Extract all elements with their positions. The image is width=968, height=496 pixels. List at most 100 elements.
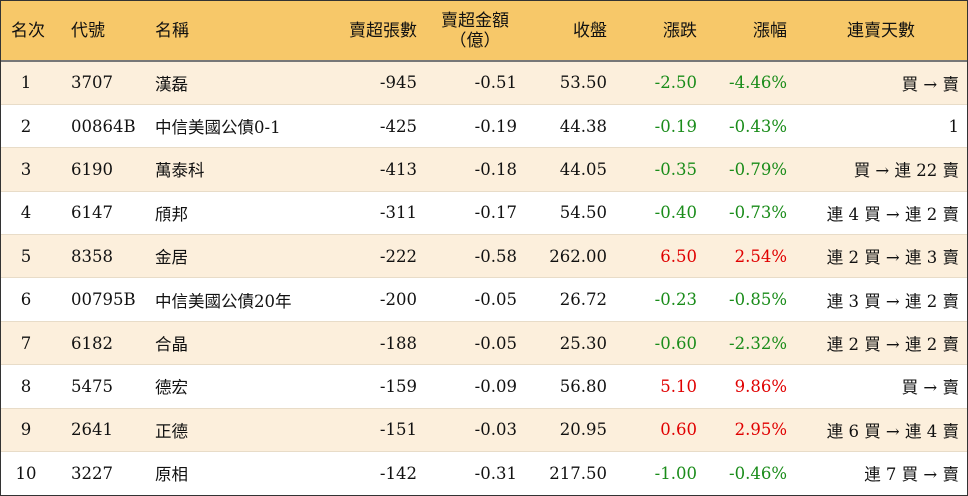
cell-streak: 連 2 買 → 連 2 賣: [795, 320, 967, 365]
cell-change: 0.60: [615, 407, 705, 452]
table-row-1: 1 3707 漢磊 -945 -0.51 53.50 -2.50 -4.46% …: [1, 60, 967, 105]
cell-pct: -2.32%: [705, 320, 795, 365]
cell-sell-amount: -0.17: [425, 190, 525, 235]
cell-sell-lots: -945: [325, 60, 425, 105]
cell-pct: -0.73%: [705, 190, 795, 235]
cell-streak: 連 2 買 → 連 3 賣: [795, 234, 967, 278]
table-header: 名次 代號 名稱 賣超張數 賣超金額 （億） 收盤 漲跌 漲幅 連賣天數: [1, 1, 967, 62]
table-row-3: 3 6190 萬泰科 -413 -0.18 44.05 -0.35 -0.79%…: [1, 147, 967, 192]
cell-rank: 9: [1, 407, 63, 452]
header-name: 名稱: [147, 1, 325, 62]
header-sell-amount-line1: 賣超金額: [441, 10, 509, 31]
cell-close: 25.30: [525, 320, 615, 365]
cell-rank: 5: [1, 234, 63, 278]
cell-sell-lots: -200: [325, 277, 425, 322]
header-streak: 連賣天數: [795, 1, 967, 62]
cell-streak: 連 7 買 → 賣: [795, 451, 967, 495]
header-change: 漲跌: [615, 1, 705, 62]
cell-sell-lots: -188: [325, 320, 425, 365]
cell-rank: 1: [1, 60, 63, 105]
cell-change: -0.23: [615, 277, 705, 322]
cell-code: 00795B: [63, 277, 147, 322]
cell-pct: 2.95%: [705, 407, 795, 452]
cell-name: 漢磊: [147, 60, 325, 105]
cell-pct: -0.85%: [705, 277, 795, 322]
cell-streak: 買 → 連 22 賣: [795, 147, 967, 192]
cell-code: 00864B: [63, 103, 147, 148]
cell-code: 8358: [63, 234, 147, 278]
cell-sell-amount: -0.05: [425, 277, 525, 322]
cell-sell-lots: -413: [325, 147, 425, 192]
cell-name: 原相: [147, 451, 325, 495]
cell-change: 6.50: [615, 234, 705, 278]
cell-rank: 4: [1, 190, 63, 235]
cell-pct: 2.54%: [705, 234, 795, 278]
cell-pct: -0.79%: [705, 147, 795, 192]
cell-pct: 9.86%: [705, 364, 795, 409]
header-close: 收盤: [525, 1, 615, 62]
cell-sell-lots: -159: [325, 364, 425, 409]
cell-sell-amount: -0.03: [425, 407, 525, 452]
cell-code: 6182: [63, 320, 147, 365]
cell-name: 中信美國公債0-1: [147, 103, 325, 148]
cell-name: 萬泰科: [147, 147, 325, 192]
cell-streak: 1: [795, 103, 967, 148]
table-row-9: 9 2641 正德 -151 -0.03 20.95 0.60 2.95% 連 …: [1, 407, 967, 452]
cell-streak: 連 3 買 → 連 2 賣: [795, 277, 967, 322]
cell-sell-amount: -0.19: [425, 103, 525, 148]
cell-rank: 3: [1, 147, 63, 192]
cell-close: 44.38: [525, 103, 615, 148]
cell-code: 6190: [63, 147, 147, 192]
cell-sell-lots: -142: [325, 451, 425, 495]
cell-close: 56.80: [525, 364, 615, 409]
cell-name: 合晶: [147, 320, 325, 365]
cell-close: 20.95: [525, 407, 615, 452]
header-rank: 名次: [1, 1, 63, 62]
cell-code: 2641: [63, 407, 147, 452]
cell-name: 金居: [147, 234, 325, 278]
cell-code: 3707: [63, 60, 147, 105]
cell-change: -0.19: [615, 103, 705, 148]
header-row: 名次 代號 名稱 賣超張數 賣超金額 （億） 收盤 漲跌 漲幅 連賣天數: [1, 1, 967, 62]
cell-change: -0.40: [615, 190, 705, 235]
cell-change: -2.50: [615, 60, 705, 105]
cell-pct: -0.46%: [705, 451, 795, 495]
table-body: 1 3707 漢磊 -945 -0.51 53.50 -2.50 -4.46% …: [1, 60, 967, 495]
table-row-10: 10 3227 原相 -142 -0.31 217.50 -1.00 -0.46…: [1, 451, 967, 495]
cell-streak: 買 → 賣: [795, 364, 967, 409]
cell-sell-lots: -151: [325, 407, 425, 452]
header-sell-lots: 賣超張數: [325, 1, 425, 62]
header-pct: 漲幅: [705, 1, 795, 62]
cell-sell-lots: -222: [325, 234, 425, 278]
cell-name: 中信美國公債20年: [147, 277, 325, 322]
cell-name: 正德: [147, 407, 325, 452]
cell-close: 26.72: [525, 277, 615, 322]
cell-sell-amount: -0.09: [425, 364, 525, 409]
cell-streak: 連 4 買 → 連 2 賣: [795, 190, 967, 235]
cell-change: -1.00: [615, 451, 705, 495]
cell-close: 44.05: [525, 147, 615, 192]
cell-pct: -0.43%: [705, 103, 795, 148]
table-row-4: 4 6147 頎邦 -311 -0.17 54.50 -0.40 -0.73% …: [1, 190, 967, 235]
cell-sell-amount: -0.51: [425, 60, 525, 105]
cell-close: 262.00: [525, 234, 615, 278]
table-row-5: 5 8358 金居 -222 -0.58 262.00 6.50 2.54% 連…: [1, 234, 967, 278]
cell-streak: 連 6 買 → 連 4 賣: [795, 407, 967, 452]
cell-code: 3227: [63, 451, 147, 495]
header-sell-amount-line2: （億）: [449, 30, 501, 51]
cell-change: 5.10: [615, 364, 705, 409]
cell-sell-amount: -0.05: [425, 320, 525, 365]
cell-close: 54.50: [525, 190, 615, 235]
cell-rank: 10: [1, 451, 63, 495]
cell-sell-lots: -311: [325, 190, 425, 235]
cell-sell-lots: -425: [325, 103, 425, 148]
cell-streak: 買 → 賣: [795, 60, 967, 105]
table-row-8: 8 5475 德宏 -159 -0.09 56.80 5.10 9.86% 買 …: [1, 364, 967, 409]
header-sell-amount: 賣超金額 （億）: [425, 1, 525, 62]
cell-rank: 2: [1, 103, 63, 148]
table-row-7: 7 6182 合晶 -188 -0.05 25.30 -0.60 -2.32% …: [1, 320, 967, 365]
cell-rank: 7: [1, 320, 63, 365]
cell-rank: 8: [1, 364, 63, 409]
